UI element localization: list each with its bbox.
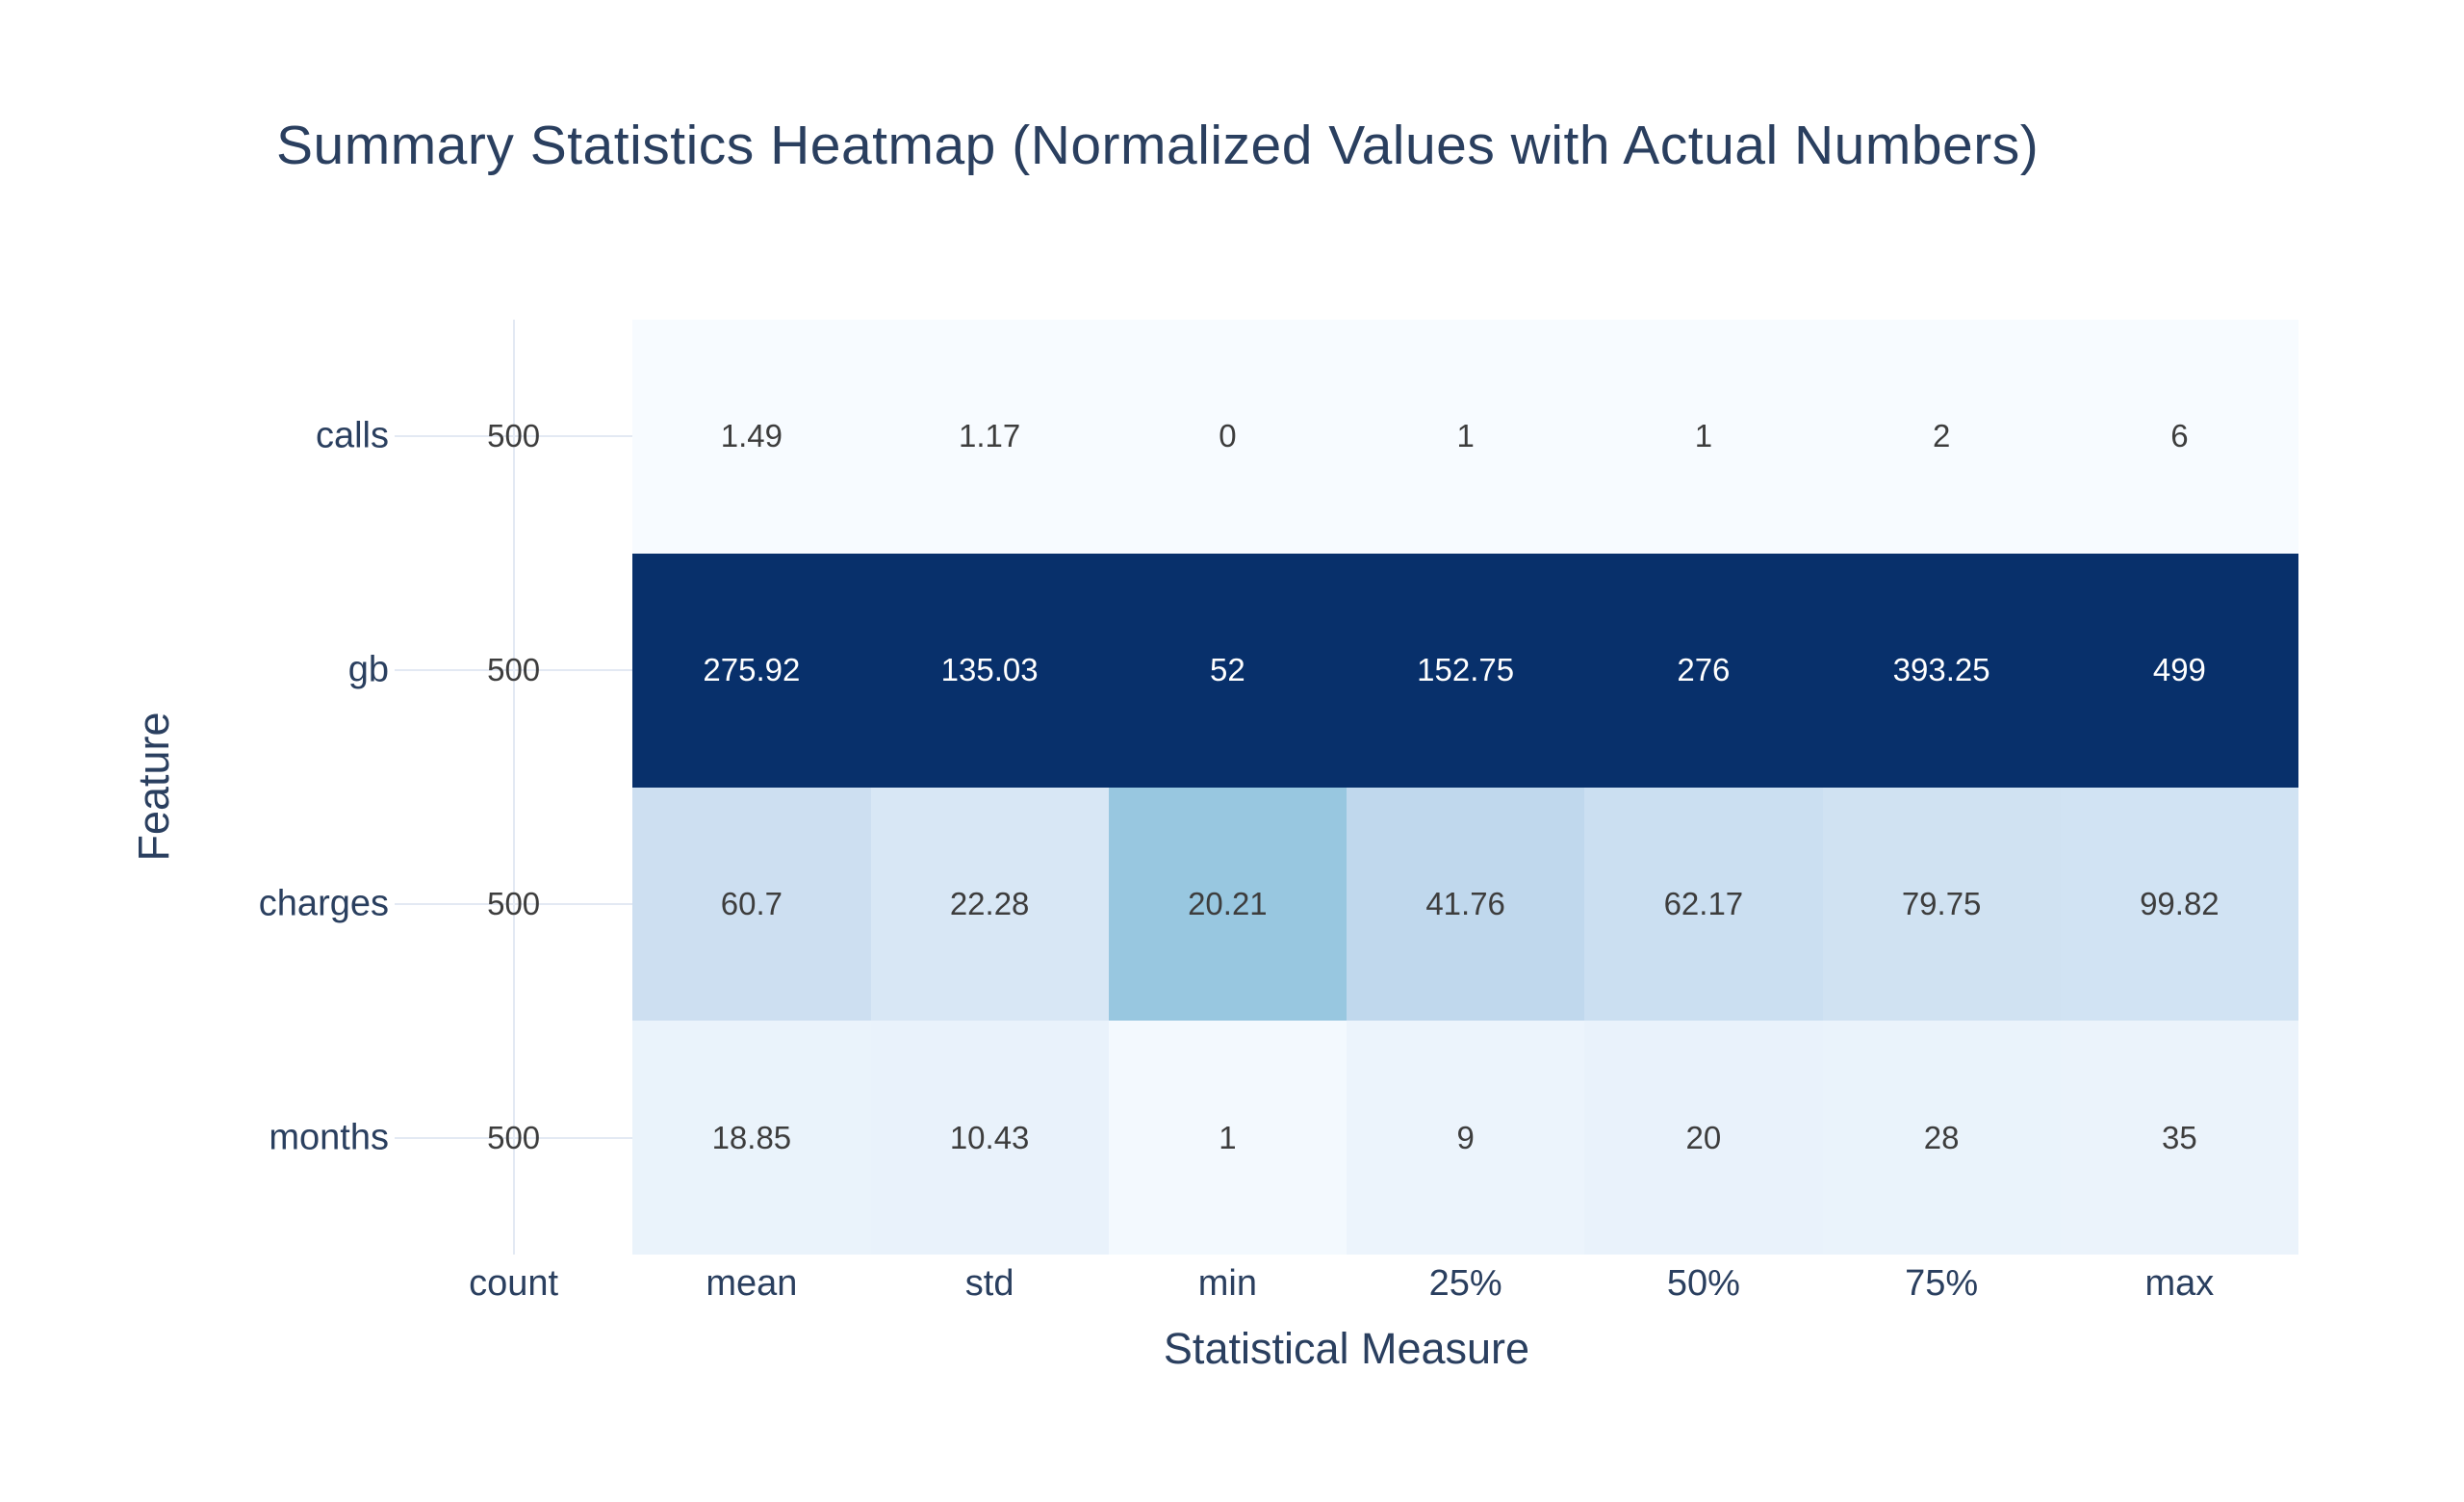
heatmap-cell[interactable]: 6 (2060, 320, 2298, 554)
cell-value-label: 2 (1932, 418, 1951, 454)
heatmap-cell[interactable]: 1.49 (632, 320, 871, 554)
x-tick-label: count (469, 1263, 559, 1304)
heatmap-cell[interactable]: 1 (1347, 320, 1585, 554)
cell-value-label: 10.43 (949, 1119, 1030, 1155)
heatmap-cell[interactable]: 20 (1584, 1021, 1823, 1255)
cell-value-label: 499 (2152, 652, 2206, 688)
heatmap-cell[interactable]: 35 (2060, 1021, 2298, 1255)
cell-value-label: 41.76 (1425, 885, 1505, 921)
cell-value-label: 99.82 (2140, 885, 2220, 921)
y-tick-label: gb (347, 649, 389, 690)
heatmap-cell[interactable]: 62.17 (1584, 787, 1823, 1022)
cell-value-label: 135.03 (940, 652, 1039, 688)
heatmap-cell[interactable]: 18.85 (632, 1021, 871, 1255)
heatmap-cell[interactable]: 135.03 (870, 553, 1109, 788)
cell-value-label: 1 (1219, 1119, 1237, 1155)
x-tick-label: 75% (1905, 1263, 1979, 1304)
gridline-vertical (512, 320, 515, 1255)
heatmap-cell[interactable]: 22.28 (870, 787, 1109, 1022)
heatmap-cell[interactable]: 99.82 (2060, 787, 2298, 1022)
cell-value-label: 60.7 (720, 885, 783, 921)
heatmap-cell[interactable]: 1 (1108, 1021, 1347, 1255)
heatmap-cell[interactable]: 499 (2060, 553, 2298, 788)
heatmap-cell[interactable]: 1.17 (870, 320, 1109, 554)
cell-value-label: 500 (487, 1119, 541, 1155)
x-tick-label: min (1197, 1263, 1257, 1304)
cell-value-label: 276 (1677, 652, 1731, 688)
heatmap-cell[interactable]: 28 (1822, 1021, 2061, 1255)
heatmap-cell[interactable]: 41.76 (1347, 787, 1585, 1022)
heatmap-cell[interactable]: 500 (395, 1021, 632, 1255)
cell-value-label: 18.85 (711, 1119, 792, 1155)
cell-value-label: 22.28 (949, 885, 1030, 921)
x-tick-label: mean (706, 1263, 798, 1304)
y-axis-tick-labels: calls gb charges months (0, 320, 392, 1255)
heatmap-cell[interactable]: 0 (1108, 320, 1347, 554)
heatmap-cell[interactable]: 500 (395, 554, 632, 788)
heatmap-cell[interactable]: 500 (395, 320, 632, 554)
cell-value-label: 1 (1456, 418, 1475, 454)
gridline-horizontal (395, 902, 633, 905)
heatmap-cell[interactable]: 276 (1584, 553, 1823, 788)
x-tick-label: std (964, 1263, 1014, 1304)
y-tick-label: months (269, 1117, 389, 1158)
cell-value-label: 500 (487, 418, 541, 454)
heatmap-cell[interactable]: 1 (1584, 320, 1823, 554)
heatmap-cell[interactable]: 393.25 (1822, 553, 2061, 788)
cell-value-label: 20.21 (1188, 885, 1268, 921)
cell-value-label: 275.92 (703, 652, 801, 688)
cell-value-label: 20 (1685, 1119, 1722, 1155)
cell-value-label: 0 (1219, 418, 1237, 454)
heatmap-cell[interactable]: 10.43 (870, 1021, 1109, 1255)
y-tick-label: calls (315, 415, 389, 456)
cell-value-label: 28 (1923, 1119, 1960, 1155)
x-axis-tick-labels: count mean std min 25% 50% 75% max (395, 1263, 2298, 1311)
cell-value-label: 1 (1694, 418, 1713, 454)
cell-value-label: 393.25 (1892, 652, 1990, 688)
gridline-horizontal (395, 669, 633, 672)
cell-value-label: 35 (2162, 1119, 2197, 1155)
heatmap-cell[interactable]: 79.75 (1822, 787, 2061, 1022)
cell-value-label: 52 (1210, 652, 1245, 688)
cell-value-label: 9 (1456, 1119, 1475, 1155)
x-tick-label: 25% (1428, 1263, 1502, 1304)
heatmap-cell[interactable]: 500 (395, 788, 632, 1022)
heatmap-cell[interactable]: 20.21 (1108, 787, 1347, 1022)
cell-value-label: 152.75 (1417, 652, 1515, 688)
heatmap-cell[interactable]: 275.92 (632, 553, 871, 788)
x-tick-label: max (2144, 1263, 2215, 1304)
cell-value-label: 62.17 (1663, 885, 1744, 921)
plot-area[interactable]: 500 1.49 1.17 0 1 1 2 6 500 275.92 135.03 52 152.75 2… (395, 320, 2298, 1255)
cell-value-label: 1.17 (959, 418, 1021, 454)
gridline-horizontal (395, 1136, 633, 1139)
gridline-horizontal (395, 435, 633, 438)
cell-value-label: 6 (2170, 418, 2189, 454)
heatmap-cell[interactable]: 152.75 (1347, 553, 1585, 788)
cell-value-label: 1.49 (720, 418, 783, 454)
cell-value-label: 500 (487, 652, 541, 688)
heatmap-cell[interactable]: 52 (1108, 553, 1347, 788)
heatmap-cell[interactable]: 60.7 (632, 787, 871, 1022)
heatmap-cell[interactable]: 2 (1822, 320, 2061, 554)
chart-title: Summary Statistics Heatmap (Normalized V… (276, 115, 2040, 176)
x-tick-label: 50% (1666, 1263, 1740, 1304)
y-tick-label: charges (258, 883, 389, 924)
heatmap-cell[interactable]: 9 (1347, 1021, 1585, 1255)
heatmap-cells: 500 1.49 1.17 0 1 1 2 6 500 275.92 135.03 52 152.75 2… (395, 320, 2298, 1255)
x-axis-title: Statistical Measure (1163, 1324, 1530, 1373)
cell-value-label: 500 (487, 885, 541, 921)
cell-value-label: 79.75 (1901, 885, 1982, 921)
